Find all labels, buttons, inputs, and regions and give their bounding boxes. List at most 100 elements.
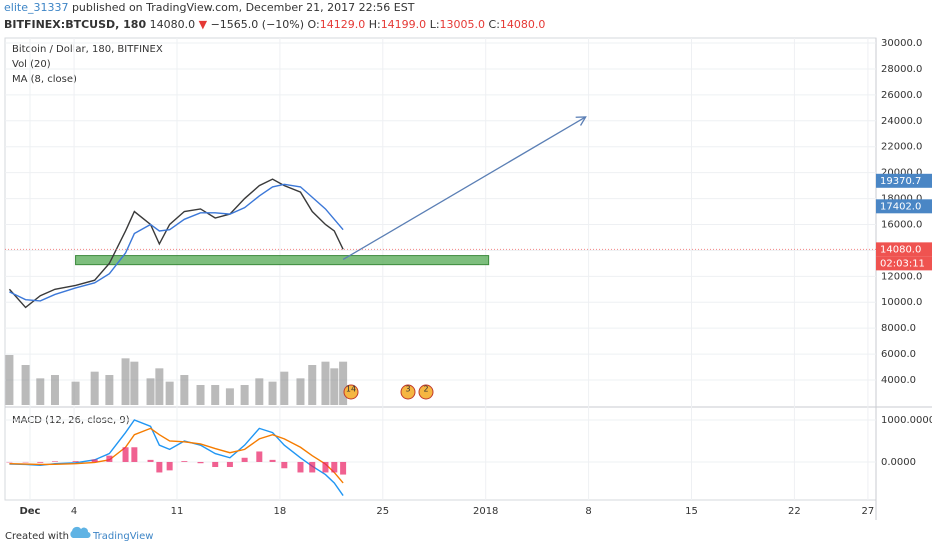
volume-bar: [197, 385, 205, 405]
y-tick-label: 4000.0: [881, 375, 916, 386]
x-tick-label: 8: [585, 506, 591, 517]
histogram-bar: [156, 462, 162, 472]
event-label: 2: [423, 385, 428, 394]
h-label: H:: [369, 18, 381, 31]
volume-bar: [130, 362, 138, 405]
y-tick-label: 26000.0: [881, 90, 922, 101]
volume-bar: [241, 385, 249, 405]
y-tick-label: 24000.0: [881, 116, 922, 127]
histogram-bar: [37, 462, 43, 463]
indicator-label: MA (8, close): [12, 74, 77, 85]
volume-bar: [226, 388, 234, 405]
y-tick-label: 0.0000: [881, 457, 916, 468]
footer-created: Created with: [5, 531, 69, 542]
x-tick-label: 2018: [473, 506, 498, 517]
event-label: 14: [346, 385, 356, 394]
y-tick-label: 6000.0: [881, 349, 916, 360]
volume-bar: [269, 382, 277, 405]
volume-bar: [255, 378, 263, 405]
histogram-bar: [167, 462, 173, 470]
price-tag-label: 19370.7: [880, 176, 921, 187]
l: 13005.0: [440, 18, 486, 31]
x-tick-label: 15: [685, 506, 698, 517]
quote-line: BITFINEX:BTCUSD, 180 14080.0 ▼ −1565.0 (…: [4, 18, 545, 31]
author[interactable]: elite_31337: [4, 1, 68, 14]
histogram-bar: [256, 451, 262, 461]
volume-bar: [155, 368, 163, 405]
indicator-label: Vol (20): [12, 59, 51, 70]
footer-brand[interactable]: TradingView: [92, 531, 153, 542]
volume-bar: [147, 378, 155, 405]
histogram-bar: [131, 447, 137, 462]
y-tick-label: 30000.0: [881, 38, 922, 49]
volume-bar: [5, 355, 13, 405]
histogram-bar: [181, 461, 187, 462]
volume-bar: [330, 368, 338, 405]
histogram-bar: [212, 462, 218, 467]
x-tick-label: Dec: [19, 506, 40, 517]
histogram-bar: [106, 456, 112, 462]
c-label: C:: [489, 18, 500, 31]
support-zone: [76, 256, 489, 265]
volume-bar: [180, 375, 188, 405]
price-title: Bitcoin / Dollar, 180, BITFINEX: [12, 44, 163, 55]
o-label: O:: [308, 18, 320, 31]
y-tick-label: 16000.0: [881, 219, 922, 230]
histogram-bar: [281, 462, 287, 468]
volume-bar: [166, 382, 174, 405]
x-tick-label: 22: [788, 506, 801, 517]
y-tick-label: 8000.0: [881, 323, 916, 334]
volume-bar: [22, 365, 30, 405]
histogram-bar: [242, 458, 248, 462]
histogram-bar: [227, 462, 233, 467]
histogram-bar: [198, 462, 204, 463]
volume-bar: [280, 372, 288, 405]
histogram-bar: [297, 462, 303, 472]
price-tag-label: 17402.0: [880, 201, 921, 212]
x-tick-label: 4: [71, 506, 77, 517]
price-tag-label: 14080.0: [880, 244, 921, 255]
y-tick-label: 22000.0: [881, 142, 922, 153]
histogram-bar: [123, 447, 129, 462]
histogram-bar: [52, 461, 58, 462]
countdown-label: 02:03:11: [880, 258, 925, 269]
published: published on TradingView.com, December 2…: [72, 1, 415, 14]
o: 14129.0: [320, 18, 366, 31]
x-tick-label: 18: [274, 506, 287, 517]
histogram-bar: [148, 460, 154, 462]
l-label: L:: [430, 18, 440, 31]
histogram-bar: [331, 462, 337, 472]
y-tick-label: 28000.0: [881, 64, 922, 75]
h: 14199.0: [381, 18, 427, 31]
x-tick-label: 11: [171, 506, 184, 517]
volume-bar: [211, 385, 219, 405]
x-tick-label: 27: [862, 506, 875, 517]
volume-bar: [105, 375, 113, 405]
volume-bar: [91, 372, 99, 405]
x-tick-label: 25: [376, 506, 389, 517]
last: 14080.0: [150, 18, 196, 31]
symbol: BITFINEX:BTCUSD, 180: [4, 18, 146, 31]
histogram-bar: [322, 462, 328, 472]
volume-bar: [339, 362, 347, 405]
change: −1565.0 (−10%): [211, 18, 304, 31]
y-tick-label: 12000.0: [881, 271, 922, 282]
volume-bar: [308, 365, 316, 405]
volume-bar: [51, 375, 59, 405]
histogram-bar: [73, 461, 79, 462]
y-tick-label: 1000.0000: [881, 415, 932, 426]
volume-bar: [321, 362, 329, 405]
histogram-bar: [270, 460, 276, 462]
volume-bar: [72, 382, 80, 405]
volume-bar: [296, 378, 304, 405]
volume-bar: [122, 358, 130, 405]
histogram-bar: [309, 462, 315, 472]
histogram-bar: [92, 459, 98, 462]
volume-bar: [36, 378, 44, 405]
header-line: elite_31337 published on TradingView.com…: [4, 1, 415, 14]
arrow: ▼: [199, 18, 208, 31]
c: 14080.0: [500, 18, 546, 31]
y-tick-label: 10000.0: [881, 297, 922, 308]
